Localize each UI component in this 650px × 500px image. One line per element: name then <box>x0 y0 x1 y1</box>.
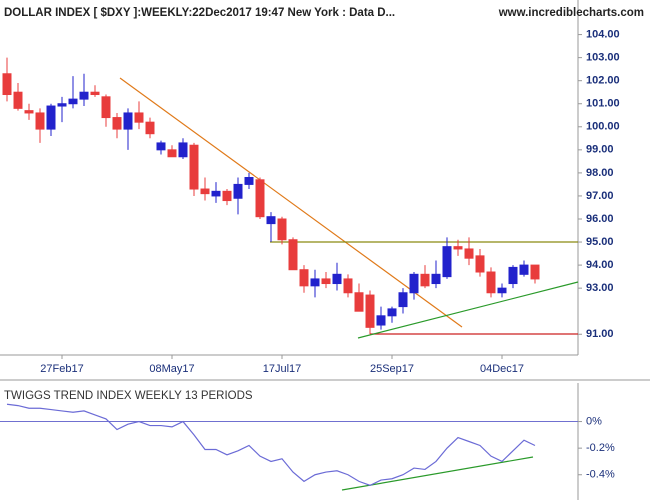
candle-body <box>299 269 309 287</box>
candle-body <box>101 96 111 119</box>
x-tick-label: 08May17 <box>149 363 194 375</box>
candle-body <box>508 266 518 285</box>
candle-body <box>35 112 45 130</box>
candle-body <box>398 292 408 308</box>
candle-body <box>420 273 430 287</box>
y-tick-label: 103.00 <box>586 52 620 64</box>
candle-body <box>24 110 34 114</box>
candle-body <box>310 278 320 287</box>
candle-body <box>277 218 287 241</box>
candle-body <box>255 179 265 218</box>
y-tick-label: 93.00 <box>586 282 614 294</box>
y-tick-label: 104.00 <box>586 28 620 40</box>
y-tick-label: 96.00 <box>586 213 614 225</box>
candle-body <box>409 273 419 294</box>
candle-body <box>288 239 298 271</box>
candle-body <box>486 271 496 294</box>
candle-body <box>134 112 144 123</box>
candle-body <box>530 264 540 280</box>
candle-body <box>475 255 485 273</box>
y-tick-label: 94.00 <box>586 259 614 271</box>
indicator-title: TWIGGS TREND INDEX WEEKLY 13 PERIODS <box>4 390 253 402</box>
candle-body <box>57 103 67 107</box>
candle-body <box>343 278 353 294</box>
candle-body <box>464 248 474 259</box>
candle-body <box>497 287 507 294</box>
candle-body <box>156 142 166 151</box>
candle-body <box>376 315 386 326</box>
candle-body <box>266 216 276 225</box>
trend-line <box>357 281 579 339</box>
candle-body <box>79 91 89 100</box>
candle-body <box>222 190 232 202</box>
y-tick-label: 100.00 <box>586 121 620 133</box>
candle-body <box>332 273 342 285</box>
y-tick-label: 99.00 <box>586 144 614 156</box>
x-tick-label: 17Jul17 <box>263 363 302 375</box>
y-tick-label: -0.4% <box>586 469 615 481</box>
candle-body <box>233 183 243 199</box>
y-tick-label: 97.00 <box>586 190 614 202</box>
candle-body <box>145 121 155 135</box>
candle-body <box>178 142 188 158</box>
y-tick-label: 101.00 <box>586 98 620 110</box>
candle-body <box>90 91 100 96</box>
y-tick-label: 91.00 <box>586 328 614 340</box>
y-tick-label: 102.00 <box>586 75 620 87</box>
x-tick-label: 25Sep17 <box>370 363 414 375</box>
candle-body <box>13 91 23 109</box>
chart-subtitle: www.incrediblecharts.com <box>498 7 644 19</box>
candle-body <box>68 98 78 105</box>
candle-body <box>354 292 364 312</box>
candle-body <box>519 264 529 275</box>
trend-line <box>341 456 534 491</box>
trend-line <box>119 77 463 328</box>
candle-body <box>365 294 375 328</box>
chart-title: DOLLAR INDEX [ $DXY ]:WEEKLY:22Dec2017 1… <box>4 7 395 19</box>
candle-body <box>431 273 441 285</box>
candle-body <box>123 112 133 130</box>
candle-body <box>46 105 56 130</box>
candle-body <box>387 308 397 317</box>
candle-body <box>200 188 210 195</box>
candle-body <box>112 117 122 130</box>
y-tick-label: 98.00 <box>586 167 614 179</box>
y-tick-label: 95.00 <box>586 236 614 248</box>
candle-body <box>189 144 199 190</box>
y-tick-label: 0% <box>586 415 602 427</box>
y-tick-label: -0.2% <box>586 442 615 454</box>
x-tick-label: 04Dec17 <box>480 363 524 375</box>
candle-body <box>244 177 254 185</box>
x-tick-label: 27Feb17 <box>40 363 83 375</box>
indicator-line <box>6 403 536 487</box>
candle-body <box>321 278 331 285</box>
candle-body <box>167 149 177 158</box>
candle-body <box>453 246 463 250</box>
candle-body <box>442 246 452 278</box>
candle-body <box>2 73 12 96</box>
candle-body <box>211 190 221 197</box>
